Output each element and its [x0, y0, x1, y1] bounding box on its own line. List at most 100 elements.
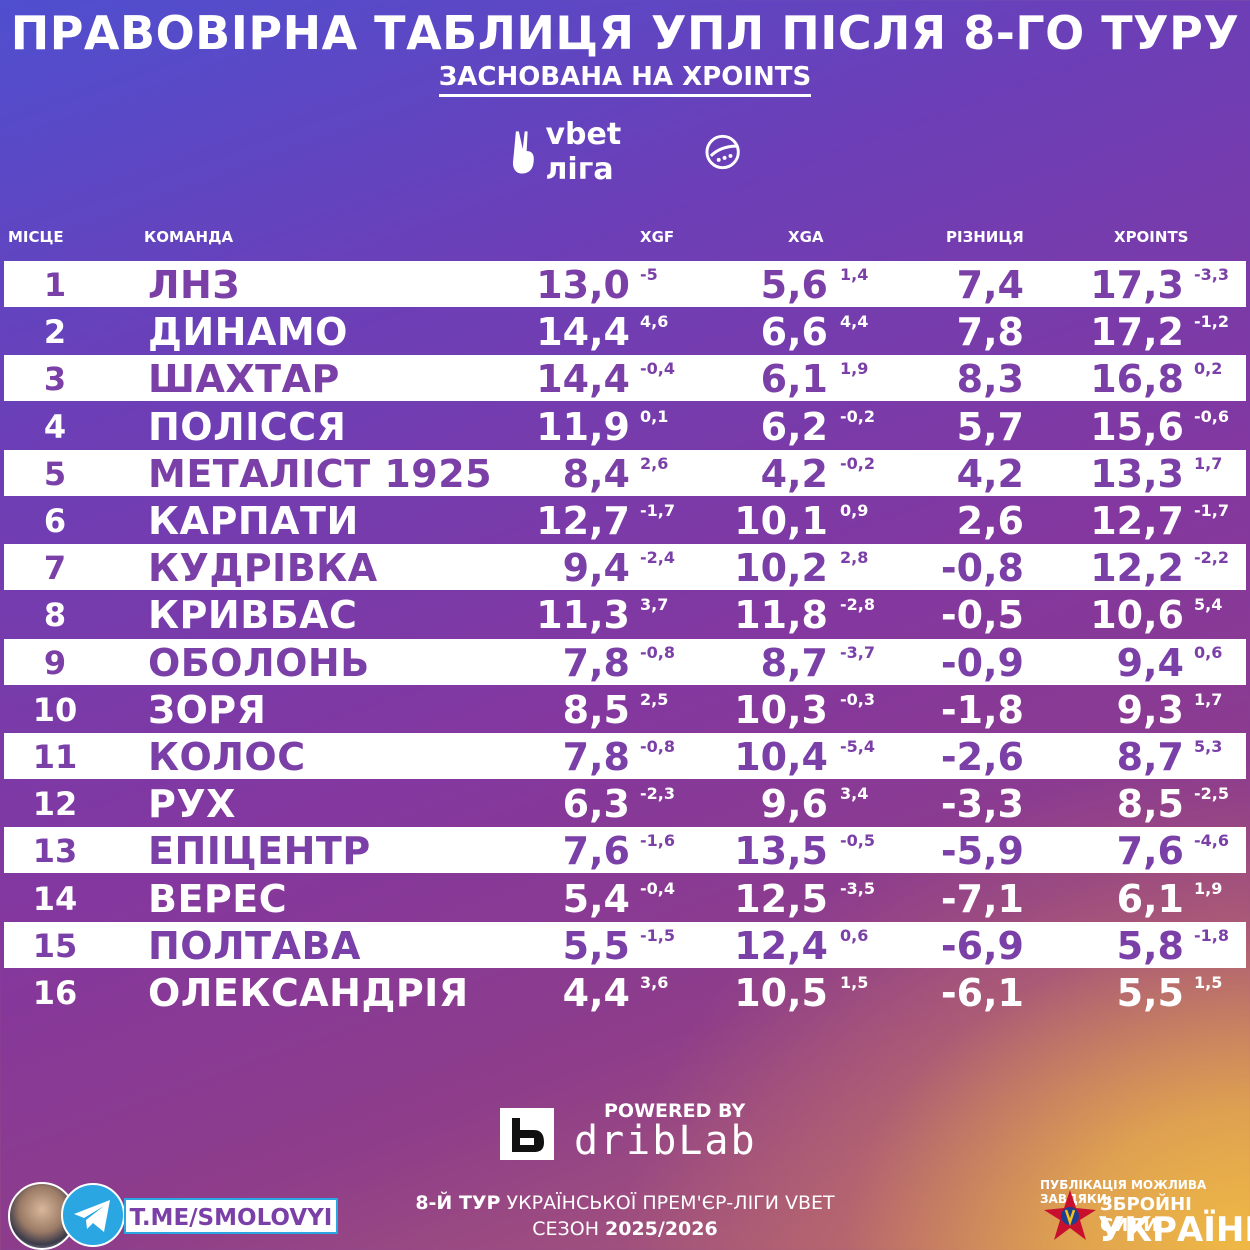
- team-name: ЗОРЯ: [148, 687, 267, 732]
- xgf-delta: 0,1: [640, 406, 669, 426]
- xga-delta: -3,7: [840, 642, 875, 662]
- team-name: ШАХТАР: [148, 357, 340, 402]
- xgf-delta: -0,4: [640, 878, 675, 898]
- xgf-delta: -2,4: [640, 548, 675, 568]
- telegram-icon[interactable]: [60, 1182, 126, 1248]
- xga-delta: 1,5: [840, 973, 869, 992]
- xgf-value: 11,3: [536, 593, 630, 638]
- xpoints-delta: 1,9: [1194, 878, 1223, 898]
- place-cell: 6: [43, 502, 67, 540]
- table-row: 8 КРИВБАС 11,3 3,7 11,8 -2,8 -0,5 10,6 5,4: [4, 591, 1246, 637]
- zsu-line1: ЗБРОЙНІ СИЛИ: [1100, 1194, 1192, 1236]
- xga-delta: -3,5: [840, 878, 875, 898]
- xga-value: 9,6: [760, 782, 828, 827]
- team-name: КОЛОС: [148, 735, 306, 779]
- place-cell: 4: [43, 407, 67, 446]
- ball-stars-icon: [705, 134, 740, 170]
- xga-value: 10,3: [734, 687, 828, 732]
- xgf-delta: -1,7: [640, 501, 675, 520]
- team-name: КАРПАТИ: [148, 499, 359, 543]
- place-cell: 2: [43, 313, 67, 352]
- xga-value: 13,5: [734, 829, 828, 874]
- xpoints-value: 12,2: [1090, 546, 1184, 591]
- diff-value: -1,8: [940, 687, 1024, 732]
- xpoints-value: 8,5: [1116, 782, 1184, 827]
- table-row: 1 ЛНЗ 13,0 -5 5,6 1,4 7,4 17,3 -3,3: [4, 261, 1246, 307]
- xpoints-delta: -1,2: [1194, 312, 1229, 332]
- place-cell: 9: [43, 643, 67, 682]
- xga-delta: -0,5: [840, 831, 875, 851]
- xga-delta: -2,8: [840, 595, 875, 615]
- table-row: 3 ШАХТАР 14,4 -0,4 6,1 1,9 8,3 16,8 0,2: [4, 355, 1246, 402]
- xgf-delta: -1,5: [640, 925, 675, 945]
- xgf-value: 14,4: [536, 310, 630, 355]
- xgf-delta: 2,5: [640, 689, 669, 709]
- xga-delta: 3,4: [840, 784, 869, 804]
- xgf-delta: -0,4: [640, 359, 675, 379]
- zsu-note: ПУБЛІКАЦІЯ МОЖЛИВА ЗАВДЯКИ:: [1040, 1178, 1207, 1206]
- armed-forces-emblem-icon: [1044, 1190, 1096, 1240]
- team-name: ВЕРЕС: [148, 876, 288, 921]
- round-bold: 8-Й ТУР: [415, 1192, 501, 1214]
- xpoints-delta: -0,6: [1194, 406, 1229, 426]
- diff-value: 7,4: [956, 263, 1024, 307]
- league-logo: vbet ліга: [510, 117, 740, 187]
- xpoints-value: 7,6: [1116, 829, 1184, 874]
- xpoints-delta: -3,3: [1194, 265, 1229, 284]
- diff-value: 4,2: [956, 451, 1024, 496]
- team-name: ЕПІЦЕНТР: [148, 829, 371, 874]
- diff-value: -3,3: [940, 782, 1024, 827]
- round-text: УКРАЇНСЬКОЇ ПРЕМ'ЄР-ЛІГИ VBET: [500, 1192, 835, 1214]
- team-name: ЛНЗ: [148, 263, 240, 307]
- xpoints-value: 16,8: [1090, 357, 1184, 402]
- xpoints-value: 5,8: [1116, 923, 1184, 968]
- diff-value: 2,6: [956, 499, 1024, 543]
- diff-value: 5,7: [956, 404, 1024, 449]
- place-cell: 13: [32, 832, 78, 871]
- xgf-value: 7,6: [562, 829, 630, 874]
- xgf-value: 12,7: [536, 499, 630, 543]
- team-name: РУХ: [148, 782, 236, 827]
- team-name: МЕТАЛІСТ 1925: [148, 451, 493, 496]
- powered-by-label: POWERED BY: [604, 1100, 746, 1122]
- diff-value: -6,1: [940, 971, 1024, 1015]
- xpoints-delta: 1,5: [1194, 973, 1223, 992]
- xga-value: 6,1: [760, 357, 828, 402]
- xpoints-value: 9,4: [1116, 640, 1184, 685]
- xga-value: 8,7: [760, 640, 828, 685]
- xga-value: 12,4: [734, 923, 828, 968]
- xga-delta: 0,6: [840, 925, 869, 945]
- xga-value: 10,4: [734, 735, 828, 779]
- diff-value: -7,1: [940, 876, 1024, 921]
- xpoints-delta: -2,2: [1194, 548, 1229, 568]
- xpoints-delta: 0,6: [1194, 642, 1223, 662]
- xga-value: 5,6: [760, 263, 828, 307]
- table-row: 11 КОЛОС 7,8 -0,8 10,4 -5,4 -2,6 8,7 5,3: [4, 733, 1246, 779]
- round-info: 8-Й ТУР УКРАЇНСЬКОЇ ПРЕМ'ЄР-ЛІГИ VBET: [0, 1192, 1250, 1214]
- place-cell: 7: [43, 549, 67, 588]
- xga-delta: 0,9: [840, 501, 869, 520]
- team-name: ПОЛТАВА: [148, 923, 361, 968]
- xga-value: 6,2: [760, 404, 828, 449]
- telegram-handle-link[interactable]: T.ME/SMOLOVYI: [124, 1198, 338, 1234]
- diff-value: -2,6: [940, 735, 1024, 779]
- xpoints-value: 17,2: [1090, 310, 1184, 355]
- diff-value: -5,9: [940, 829, 1024, 874]
- xgf-value: 6,3: [562, 782, 630, 827]
- xpoints-delta: -2,5: [1194, 784, 1229, 804]
- xgf-value: 8,4: [562, 451, 630, 496]
- table-row: 4 ПОЛІССЯ 11,9 0,1 6,2 -0,2 5,7 15,6 -0,6: [4, 403, 1246, 449]
- place-cell: 1: [43, 266, 67, 304]
- place-cell: 8: [43, 596, 67, 635]
- xga-delta: -0,3: [840, 689, 875, 709]
- diff-value: -0,9: [940, 640, 1024, 685]
- xga-delta: 1,4: [840, 265, 869, 284]
- xpoints-delta: 1,7: [1194, 689, 1223, 709]
- place-cell: 16: [32, 974, 78, 1012]
- place-cell: 14: [32, 879, 78, 918]
- column-header-diff: РІЗНИЦЯ: [946, 228, 1024, 246]
- table-row: 7 КУДРІВКА 9,4 -2,4 10,2 2,8 -0,8 12,2 -2,2: [4, 544, 1246, 591]
- table-row: 5 МЕТАЛІСТ 1925 8,4 2,6 4,2 -0,2 4,2 13,3 1,7: [4, 449, 1246, 496]
- place-cell: 11: [32, 738, 78, 776]
- team-name: ДИНАМО: [148, 310, 348, 355]
